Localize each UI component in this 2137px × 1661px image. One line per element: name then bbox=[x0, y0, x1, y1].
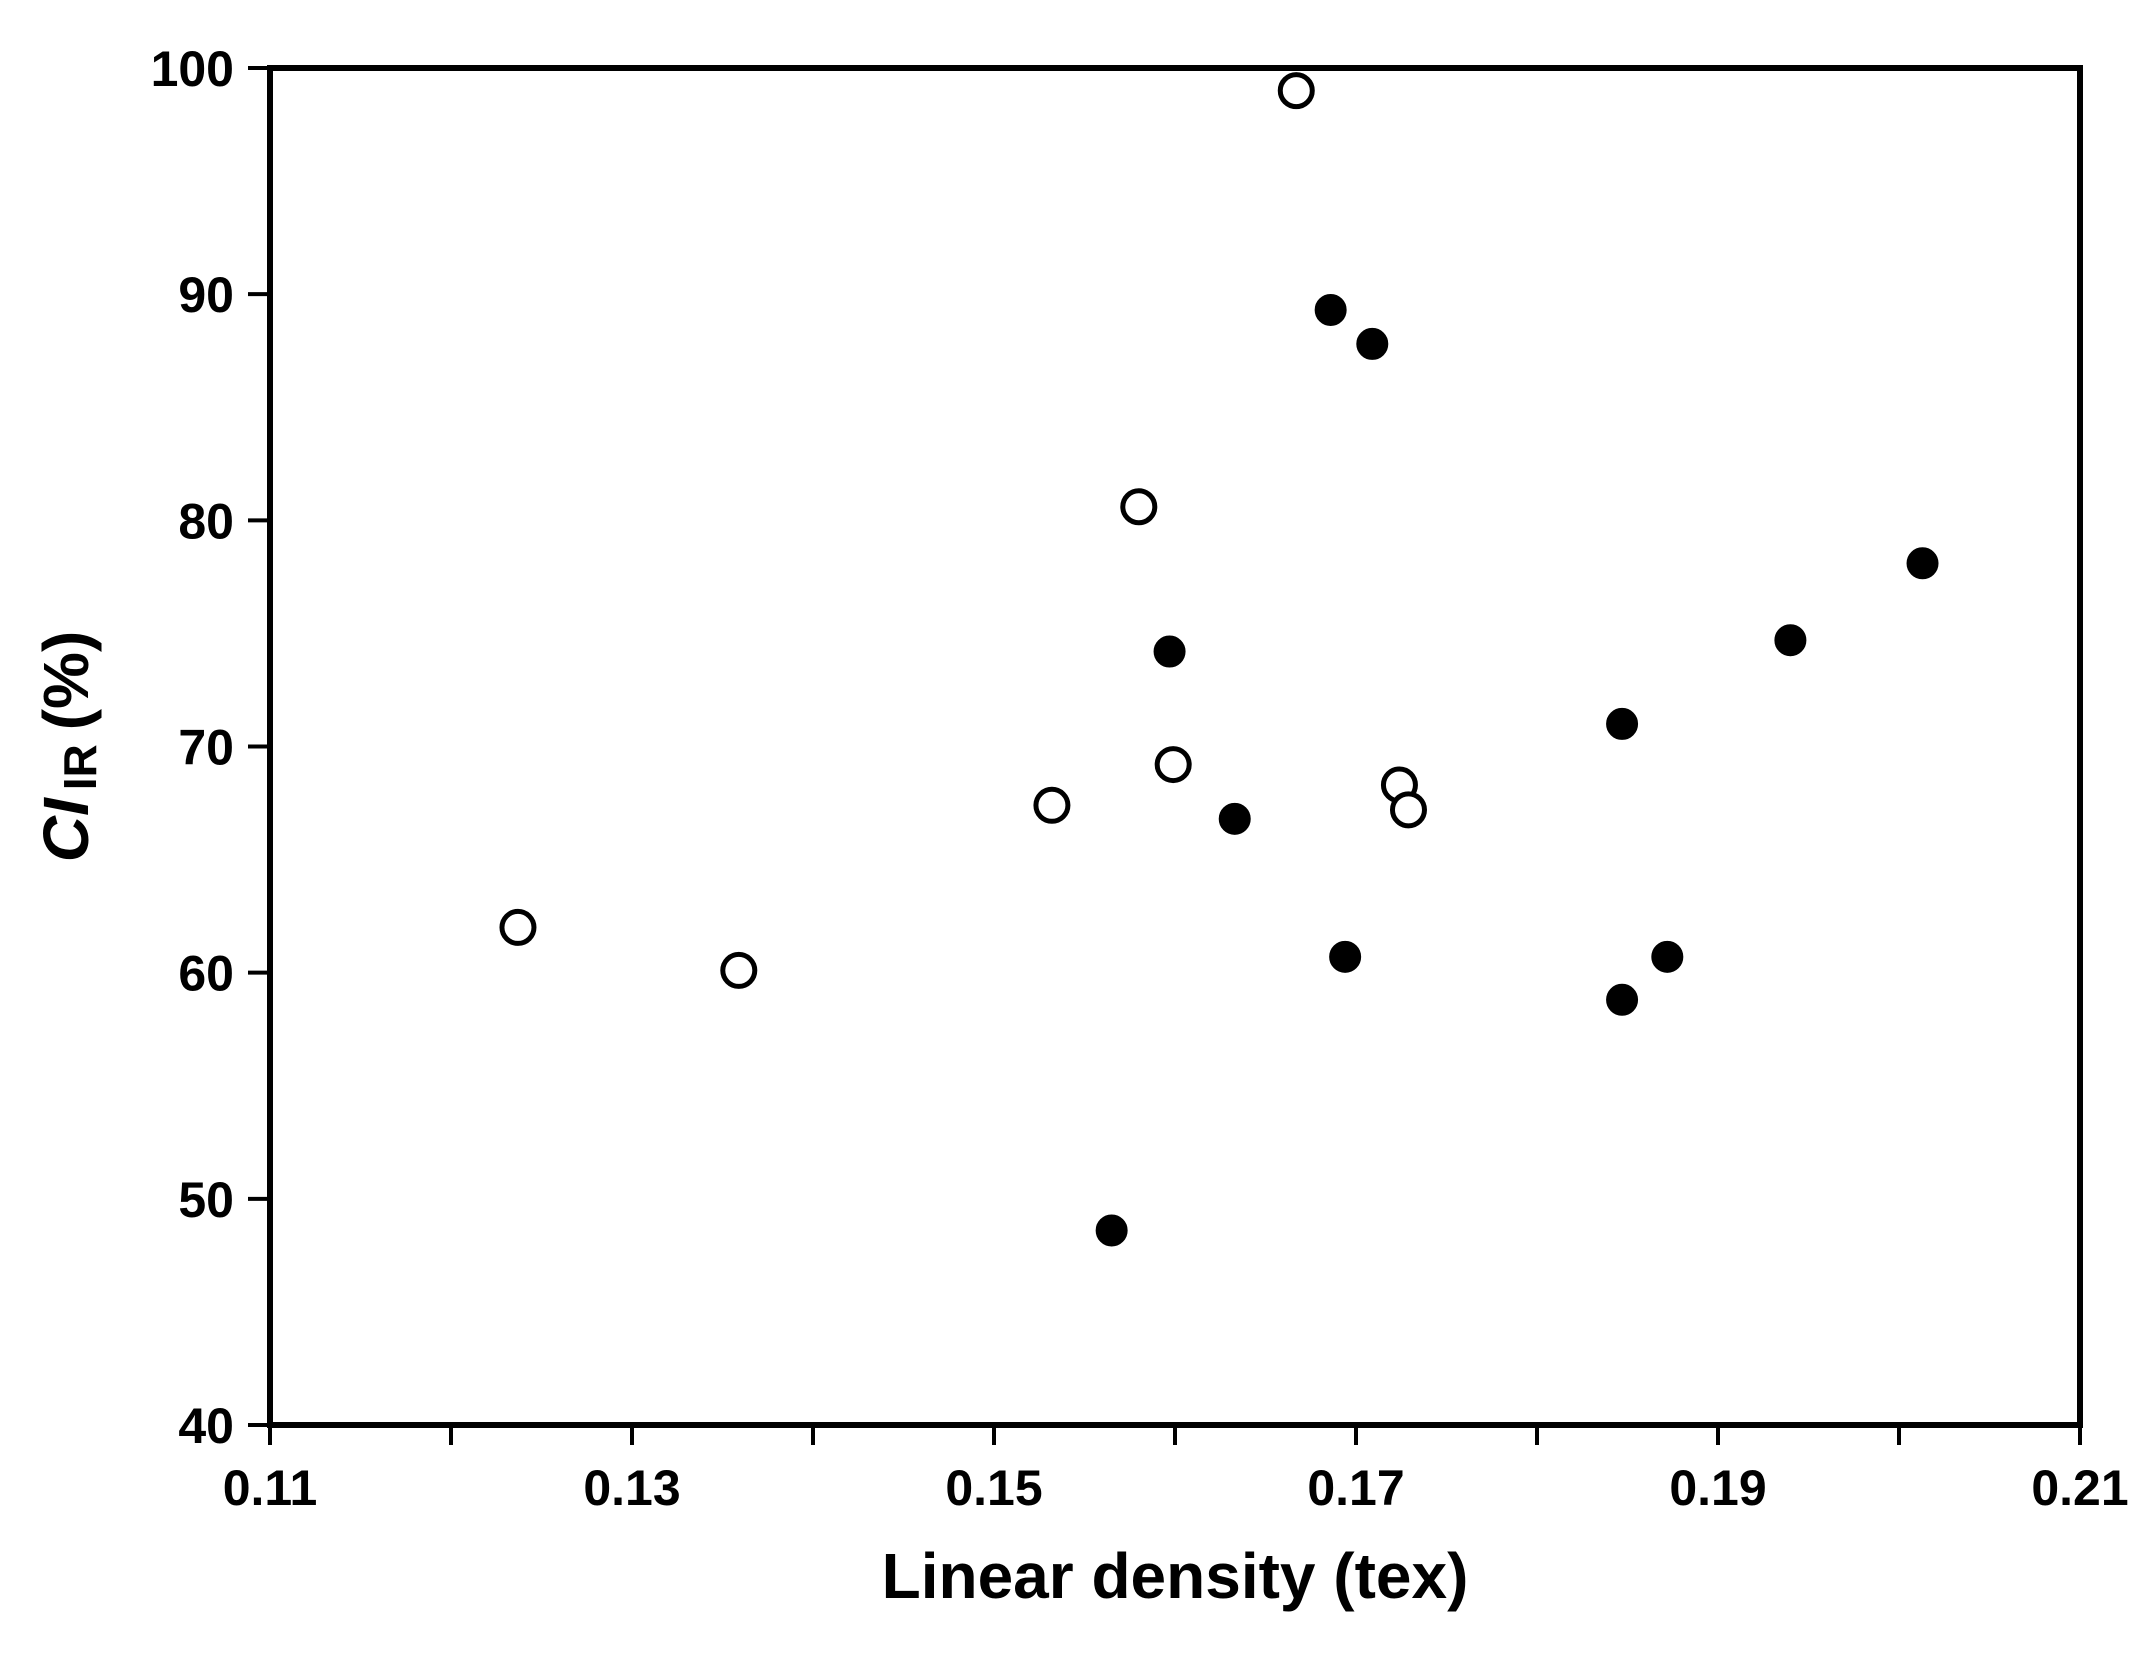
filled-data-point bbox=[1774, 624, 1807, 657]
filled-data-point bbox=[1314, 293, 1347, 326]
filled-data-point bbox=[1606, 983, 1639, 1016]
filled-data-point bbox=[1606, 707, 1639, 740]
x-tick-label: 0.15 bbox=[945, 1460, 1042, 1516]
x-tick-label: 0.21 bbox=[2031, 1460, 2128, 1516]
y-tick-label: 100 bbox=[151, 41, 234, 97]
y-tick-labels: 40 50 60 70 80 90 100 bbox=[151, 41, 234, 1454]
filled-data-point bbox=[1095, 1214, 1128, 1247]
y-tick-label: 40 bbox=[178, 1398, 234, 1454]
open-data-point bbox=[1277, 72, 1315, 110]
x-tick-label: 0.17 bbox=[1307, 1460, 1404, 1516]
open-data-point bbox=[720, 951, 758, 989]
open-data-point bbox=[1389, 791, 1427, 829]
y-axis-title-unit: (%) bbox=[30, 631, 102, 731]
data-points bbox=[499, 72, 1939, 1247]
filled-data-point bbox=[1329, 940, 1362, 973]
x-tick-label: 0.11 bbox=[223, 1460, 318, 1516]
open-data-point bbox=[1120, 488, 1158, 526]
open-data-point bbox=[499, 908, 537, 946]
y-axis-title-symbol: CI bbox=[30, 797, 102, 862]
y-tick-label: 50 bbox=[178, 1172, 234, 1228]
y-tick-label: 80 bbox=[178, 493, 234, 549]
x-axis-title: Linear density (tex) bbox=[882, 1540, 1469, 1612]
axis-ticks bbox=[248, 66, 2082, 1445]
filled-data-point bbox=[1218, 802, 1251, 835]
plot-area-frame bbox=[267, 65, 2083, 1428]
y-tick-label: 90 bbox=[178, 267, 234, 323]
y-axis-title-subscript: IR bbox=[54, 744, 106, 790]
x-tick-labels: 0.11 0.13 0.15 0.17 0.19 0.21 bbox=[223, 1460, 2129, 1516]
x-tick-label: 0.19 bbox=[1669, 1460, 1766, 1516]
filled-data-point bbox=[1356, 327, 1389, 360]
filled-data-point bbox=[1651, 940, 1684, 973]
y-tick-label: 60 bbox=[178, 946, 234, 1002]
y-axis-title: CI IR (%) bbox=[30, 631, 106, 863]
filled-data-point bbox=[1906, 547, 1939, 580]
open-data-point bbox=[1154, 746, 1192, 784]
x-tick-label: 0.13 bbox=[583, 1460, 680, 1516]
filled-data-point bbox=[1153, 635, 1186, 668]
open-data-point bbox=[1033, 786, 1071, 824]
y-tick-label: 70 bbox=[178, 720, 234, 776]
